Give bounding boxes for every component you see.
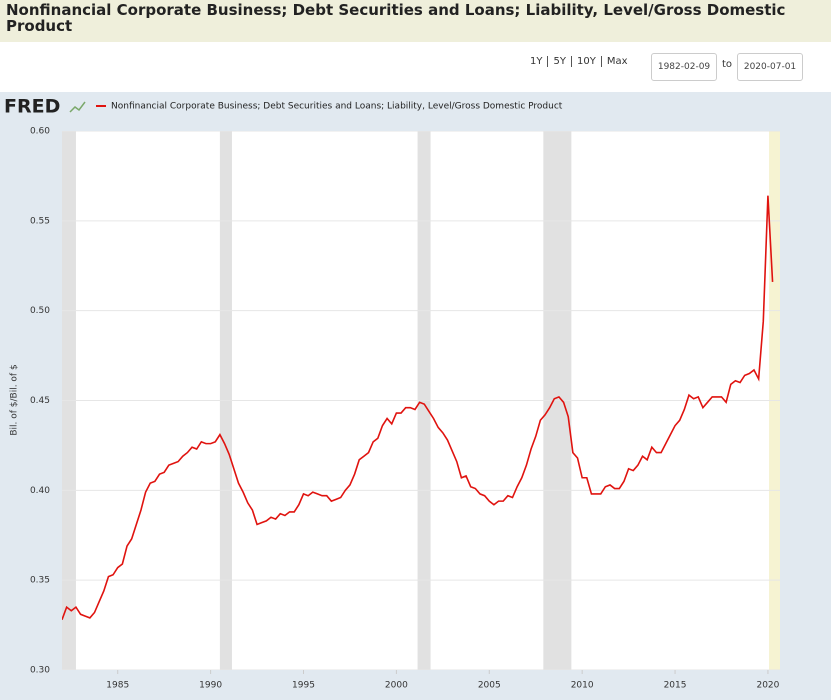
- header: Nonfinancial Corporate Business; Debt Se…: [0, 0, 831, 42]
- fred-logo: FRED: [4, 96, 60, 118]
- start-date-input[interactable]: 1982-02-09: [651, 53, 717, 81]
- y-axis-label: Bil. of $/Bil. of $: [10, 364, 20, 435]
- x-tick-label: 1990: [199, 681, 222, 691]
- y-tick-label: 0.45: [30, 396, 50, 406]
- range-button[interactable]: 1Y: [530, 56, 543, 67]
- end-date-input[interactable]: 2020-07-01: [737, 53, 803, 81]
- to-label: to: [722, 59, 733, 70]
- y-tick-label: 0.30: [30, 666, 50, 676]
- range-button[interactable]: 5Y: [547, 56, 570, 67]
- x-tick-label: 2015: [664, 681, 687, 691]
- x-tick-label: 1995: [292, 681, 315, 691]
- y-tick-label: 0.35: [30, 576, 50, 586]
- y-tick-label: 0.40: [30, 486, 50, 496]
- data-line: [62, 195, 774, 620]
- range-button[interactable]: 10Y: [570, 56, 601, 67]
- range-button[interactable]: Max: [600, 56, 633, 67]
- y-tick-label: 0.55: [30, 216, 50, 226]
- chart: FRED Bil. of $/Bil. of $ 0.30 0.35 0.40 0.4…: [0, 92, 831, 700]
- x-tick-label: 2000: [385, 681, 408, 691]
- x-tick-label: 2005: [478, 681, 501, 691]
- page-title: Nonfinancial Corporate Business; Debt Se…: [6, 1, 786, 35]
- range-selector: 1Y 5Y 10Y Max: [530, 56, 633, 67]
- x-tick-label: 2020: [756, 681, 779, 691]
- y-tick-label: 0.60: [30, 127, 50, 137]
- x-tick-label: 2010: [571, 681, 594, 691]
- y-tick-label: 0.50: [30, 306, 50, 316]
- x-tick-label: 1985: [106, 681, 129, 691]
- legend-label: Nonfinancial Corporate Business; Debt Se…: [111, 102, 563, 112]
- logo-icon: [69, 101, 86, 113]
- plot-layer: [62, 131, 780, 670]
